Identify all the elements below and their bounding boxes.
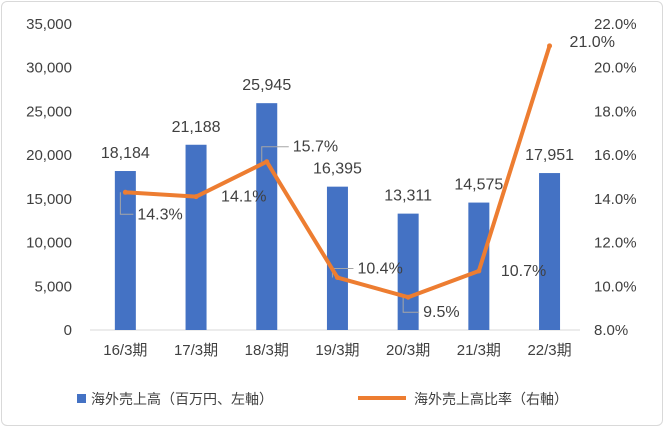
- line-data-label: 10.7%: [501, 263, 546, 280]
- legend: 海外売上高（百万円、左軸） 海外売上高比率（右軸）: [77, 391, 568, 408]
- bar-data-label: 17,951: [525, 147, 574, 164]
- bar: [185, 144, 207, 330]
- right-tick-label: 20.0%: [594, 60, 637, 77]
- left-tick-label: 25,000: [26, 103, 72, 120]
- category-label: 18/3期: [245, 342, 289, 359]
- left-axis-ticks: 0 5,000 10,000 15,000 20,000 25,000 30,000 35,0…: [26, 16, 72, 339]
- right-tick-label: 22.0%: [594, 16, 637, 33]
- line-data-label: 14.1%: [221, 189, 266, 206]
- line-data-label: 15.7%: [293, 139, 338, 156]
- left-tick-label: 0: [64, 322, 72, 339]
- bar-data-label: 25,945: [242, 77, 291, 94]
- category-label: 20/3期: [386, 342, 430, 359]
- legend-line-label: 海外売上高比率（右軸）: [414, 391, 568, 408]
- leader-line: [261, 146, 289, 162]
- bar-data-label: 14,575: [454, 177, 503, 194]
- line-series: [122, 43, 553, 300]
- right-tick-label: 8.0%: [594, 322, 628, 339]
- left-tick-label: 35,000: [26, 16, 72, 33]
- category-label: 17/3期: [174, 342, 218, 359]
- right-tick-label: 18.0%: [594, 103, 637, 120]
- bar: [114, 171, 136, 330]
- leader-line: [119, 192, 134, 215]
- line-point: [547, 43, 553, 49]
- left-tick-label: 5,000: [34, 278, 72, 295]
- line-data-label: 9.5%: [423, 304, 459, 321]
- bar-data-label: 13,311: [384, 188, 432, 205]
- category-label: 22/3期: [527, 342, 571, 359]
- leader-line: [402, 297, 420, 313]
- bar-data-label: 18,184: [101, 145, 150, 162]
- right-axis-ticks: 8.0% 10.0% 12.0% 14.0% 16.0% 18.0% 20.0% 22.0%: [594, 16, 637, 339]
- line-data-label: 21.0%: [570, 34, 615, 51]
- line-point: [193, 194, 199, 200]
- bar: [256, 103, 278, 331]
- line-point: [334, 275, 340, 281]
- left-tick-label: 15,000: [26, 191, 72, 208]
- bar-data-label: 21,188: [172, 119, 221, 136]
- category-label: 16/3期: [103, 342, 147, 359]
- right-tick-label: 10.0%: [594, 278, 637, 295]
- right-tick-label: 16.0%: [594, 147, 637, 164]
- bar-data-labels: 18,184 21,188 25,945 16,395 13,311 14,575 17,9…: [101, 77, 574, 204]
- line-point: [122, 189, 128, 195]
- line-point: [476, 268, 482, 274]
- category-label: 21/3期: [457, 342, 501, 359]
- legend-bar-label: 海外売上高（百万円、左軸）: [91, 391, 273, 408]
- right-tick-label: 12.0%: [594, 235, 637, 252]
- left-tick-label: 30,000: [26, 60, 72, 77]
- bar: [326, 186, 348, 330]
- line-point: [405, 294, 411, 300]
- legend-bar-swatch: [77, 394, 86, 403]
- line-data-label: 10.4%: [357, 261, 402, 278]
- bar: [539, 173, 561, 330]
- category-label: 19/3期: [315, 342, 359, 359]
- line-point: [264, 159, 270, 165]
- line-data-label: 14.3%: [137, 206, 182, 223]
- left-tick-label: 10,000: [26, 235, 72, 252]
- bar-data-label: 16,395: [313, 161, 362, 178]
- left-tick-label: 20,000: [26, 147, 72, 164]
- right-tick-label: 14.0%: [594, 191, 637, 208]
- category-labels: 16/3期 17/3期 18/3期 19/3期 20/3期 21/3期 22/3期: [103, 342, 571, 359]
- line-data-labels: 14.3% 14.1% 15.7% 10.4% 9.5% 10.7% 21.0%: [137, 34, 615, 321]
